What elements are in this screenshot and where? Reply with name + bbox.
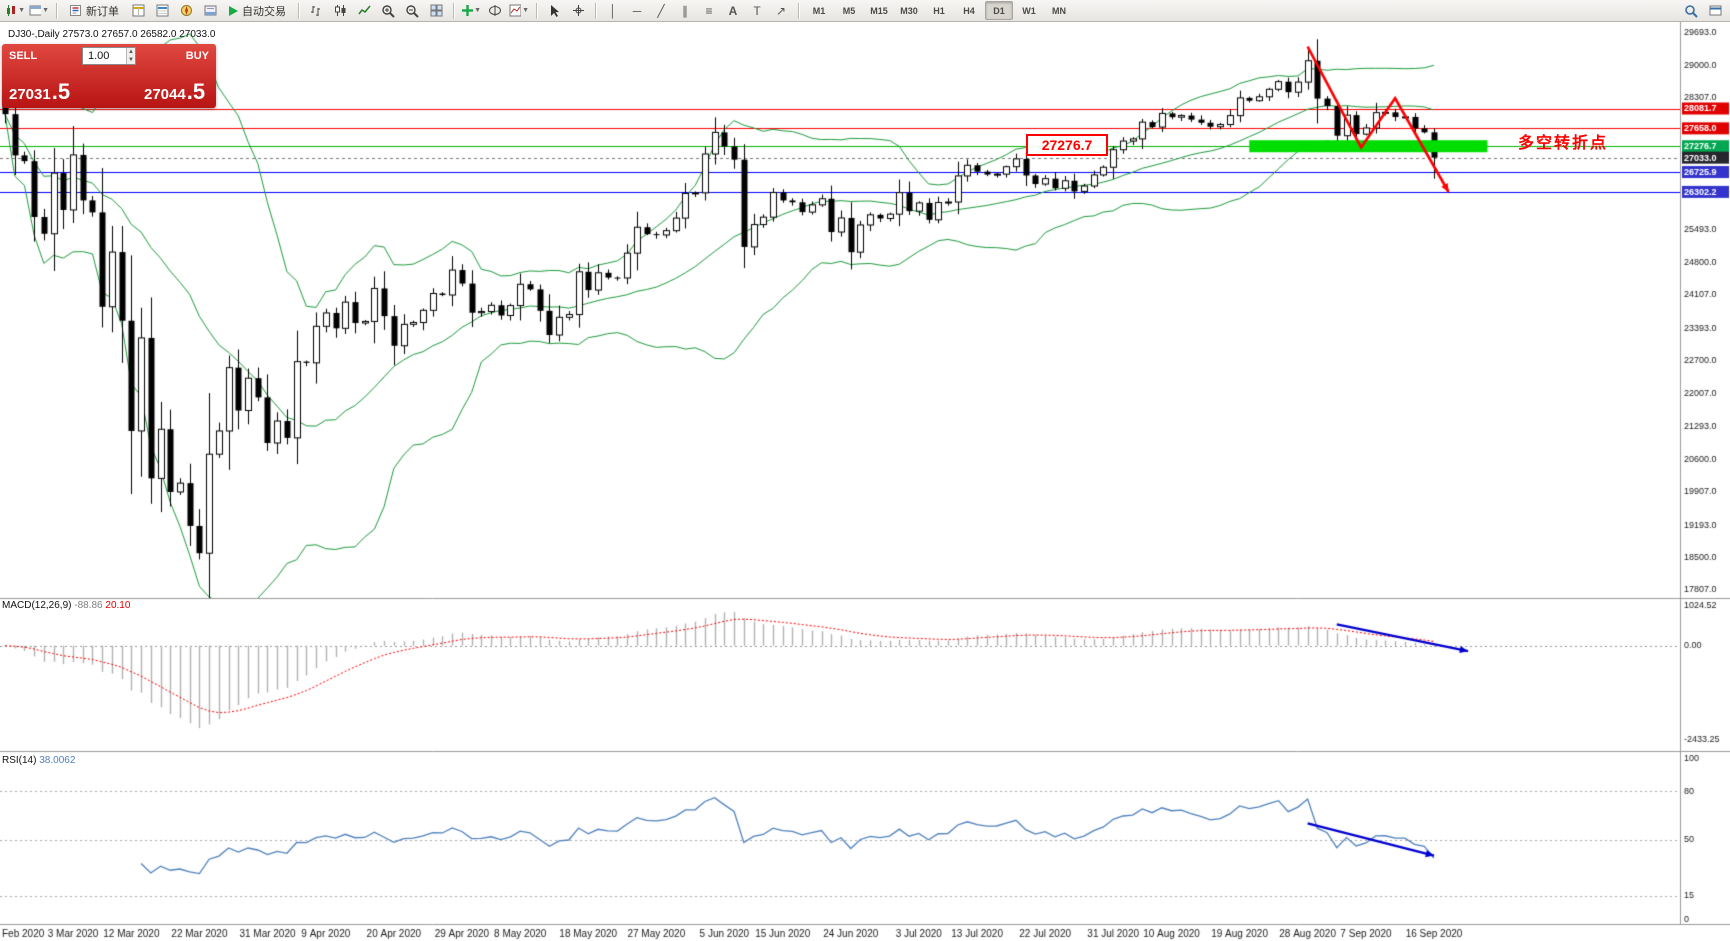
bar-chart-glyph xyxy=(310,6,320,16)
trendline-icon[interactable]: ╱ xyxy=(650,1,672,21)
timeframe-mn[interactable]: MN xyxy=(1052,5,1066,16)
terminal-icon[interactable] xyxy=(199,1,221,21)
volume-input[interactable] xyxy=(83,48,126,64)
line-chart-glyph xyxy=(357,5,371,15)
trade-widget-gap xyxy=(81,68,137,108)
cycles-glyph xyxy=(489,5,501,16)
volume-down-button[interactable]: ▼ xyxy=(127,56,135,64)
buy-button[interactable]: BUY xyxy=(137,44,216,68)
text-label-glyph: T xyxy=(753,3,761,18)
text-label-icon[interactable]: T xyxy=(746,1,768,21)
arrows-glyph: ↗ xyxy=(775,3,787,18)
new-order-label: 新订单 xyxy=(86,5,119,18)
autotrading-label: 自动交易 xyxy=(242,5,286,18)
zoom-out-glyph xyxy=(406,4,419,18)
autotrading-button[interactable]: 自动交易 xyxy=(223,1,292,21)
volume-spinner: ▲ ▼ xyxy=(126,48,135,64)
arrows-icon[interactable]: ↗ xyxy=(770,1,792,21)
timeframe-m5[interactable]: M5 xyxy=(842,5,856,16)
cursor-icon[interactable] xyxy=(543,1,565,21)
toolbar-separator xyxy=(298,2,299,19)
tile-windows-glyph xyxy=(430,4,442,17)
market-watch-icon[interactable] xyxy=(127,1,149,21)
tile-windows-icon[interactable] xyxy=(425,1,447,21)
channel-icon[interactable]: ∥ xyxy=(674,1,696,21)
new-order-button[interactable]: 新订单 xyxy=(63,1,125,21)
cursor-glyph xyxy=(551,5,559,17)
toolbars-menu-icon[interactable] xyxy=(1704,1,1726,21)
toolbars-menu-glyph xyxy=(1709,5,1721,16)
buy-price[interactable]: 27044 .5 xyxy=(137,68,216,108)
buy-label: BUY xyxy=(185,50,209,62)
crosshair-glyph xyxy=(572,5,584,16)
horizontal-line-icon[interactable]: ─ xyxy=(626,1,648,21)
zoom-out-icon[interactable] xyxy=(401,1,423,21)
volume-box: ▲ ▼ xyxy=(82,47,136,65)
buy-price-main: 27044 xyxy=(144,86,186,103)
data-window-glyph xyxy=(156,4,168,17)
timeframe-d1[interactable]: D1 xyxy=(985,1,1013,20)
play-icon xyxy=(229,5,238,16)
new-chart-glyph xyxy=(7,5,15,16)
chevron-down-icon: ▼ xyxy=(474,7,481,14)
volume-up-button[interactable]: ▲ xyxy=(127,48,135,56)
cycles-icon[interactable] xyxy=(484,1,506,21)
timeframe-m30[interactable]: M30 xyxy=(900,5,918,16)
profiles-glyph xyxy=(29,5,42,16)
terminal-glyph xyxy=(204,5,216,16)
chevron-down-icon: ▼ xyxy=(18,7,25,14)
horizontal-line-glyph: ─ xyxy=(632,3,642,18)
search-icon[interactable] xyxy=(1680,1,1702,21)
text-glyph: A xyxy=(728,3,738,18)
search-glyph xyxy=(1685,4,1698,18)
new-chart-icon[interactable]: ▼ xyxy=(4,1,26,21)
chevron-down-icon: ▼ xyxy=(522,7,529,14)
toolbar-separator xyxy=(453,2,454,19)
fibonacci-glyph: ≡ xyxy=(705,3,713,18)
timeframe-m1[interactable]: M1 xyxy=(812,5,826,16)
vertical-line-icon[interactable]: │ xyxy=(602,1,624,21)
trendline-glyph: ╱ xyxy=(657,3,665,18)
sell-price-main: 27031 xyxy=(9,86,51,103)
toolbar-separator xyxy=(536,2,537,19)
sell-price-pips: .5 xyxy=(51,79,71,105)
templates-glyph xyxy=(509,4,522,17)
new-order-icon xyxy=(70,5,81,16)
templates-icon[interactable]: ▼ xyxy=(508,1,530,21)
timeframe-h4[interactable]: H4 xyxy=(963,5,975,16)
indicators-glyph xyxy=(462,5,473,16)
candlestick-chart-icon[interactable] xyxy=(329,1,351,21)
one-click-trade-widget: SELL ▲ ▼ BUY 27031 .5 27044 .5 xyxy=(2,44,216,108)
toolbar-separator xyxy=(595,2,596,19)
main-toolbar: ▼ ▼ 新订单 自动交易 ▼ ▼ │ ─ ╱ ∥ ≡ A T ↗ M1 M5 M… xyxy=(0,0,1730,22)
market-watch-glyph xyxy=(132,4,144,17)
buy-price-pips: .5 xyxy=(186,79,206,105)
chart-canvas[interactable] xyxy=(0,22,1730,941)
channel-glyph: ∥ xyxy=(682,3,688,18)
line-chart-icon[interactable] xyxy=(353,1,375,21)
crosshair-icon[interactable] xyxy=(567,1,589,21)
zoom-in-glyph xyxy=(382,4,395,18)
data-window-icon[interactable] xyxy=(151,1,173,21)
navigator-glyph xyxy=(180,5,192,16)
timeframe-w1[interactable]: W1 xyxy=(1022,5,1036,16)
timeframe-h1[interactable]: H1 xyxy=(933,5,945,16)
chevron-down-icon: ▼ xyxy=(42,7,49,14)
fibonacci-icon[interactable]: ≡ xyxy=(698,1,720,21)
bar-chart-icon[interactable] xyxy=(305,1,327,21)
sell-label: SELL xyxy=(9,50,38,62)
indicators-icon[interactable]: ▼ xyxy=(460,1,482,21)
text-icon[interactable]: A xyxy=(722,1,744,21)
sell-price[interactable]: 27031 .5 xyxy=(2,68,81,108)
candlestick-glyph xyxy=(334,5,345,16)
navigator-icon[interactable] xyxy=(175,1,197,21)
timeframe-m15[interactable]: M15 xyxy=(870,5,888,16)
zoom-in-icon[interactable] xyxy=(377,1,399,21)
vertical-line-glyph: │ xyxy=(609,3,617,18)
profiles-icon[interactable]: ▼ xyxy=(28,1,50,21)
sell-button[interactable]: SELL xyxy=(2,44,81,68)
toolbar-separator xyxy=(56,2,57,19)
toolbar-separator xyxy=(798,2,799,19)
